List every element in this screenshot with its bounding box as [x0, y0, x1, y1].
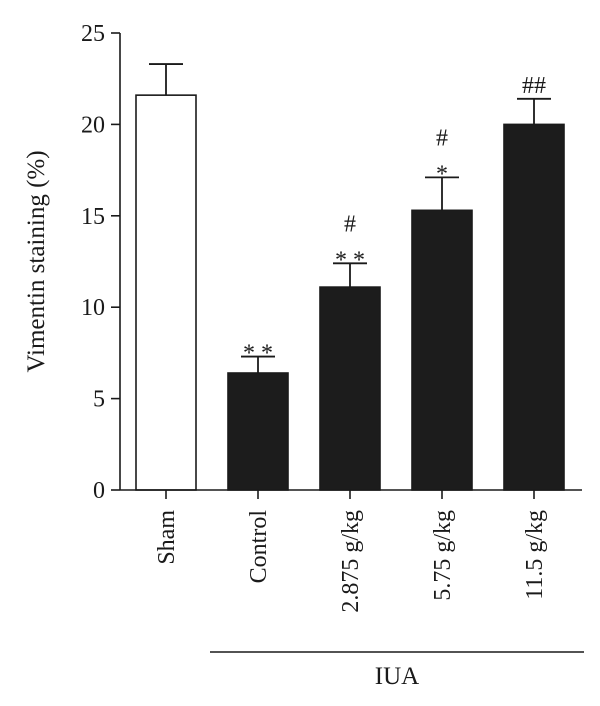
significance-star: * * [243, 341, 273, 367]
y-axis-title: Vimentin staining (%) [23, 150, 50, 372]
significance-star: * * [335, 247, 365, 273]
category-labels-layer: Sham Control 2.875 g/kg 5.75 g/kg 11.5 g/kg [154, 510, 548, 613]
significance-hash: ## [522, 73, 546, 99]
y-tick-label: 0 [93, 478, 105, 504]
group-label: IUA [375, 663, 419, 690]
significance-hash: # [344, 211, 356, 237]
category-label: Sham [154, 510, 180, 565]
significance-layer: * ** *#*### [243, 73, 546, 367]
y-tick-label: 20 [81, 112, 105, 138]
error-bars-layer [149, 63, 551, 374]
y-tick-label: 5 [93, 387, 105, 413]
bars-layer [135, 94, 565, 491]
bar-2 [319, 286, 381, 491]
x-ticks-layer [165, 490, 535, 499]
y-tick-label: 25 [81, 21, 105, 47]
y-tick-label: 10 [81, 295, 105, 321]
bar-0 [135, 94, 197, 491]
bar-3 [411, 209, 473, 491]
y-ticks-layer: 0 5 10 15 20 25 [81, 21, 120, 504]
significance-star: * [436, 161, 448, 187]
bar-4 [503, 123, 565, 491]
category-label: 11.5 g/kg [522, 510, 548, 600]
bar-1 [227, 372, 289, 491]
y-tick-label: 15 [81, 204, 105, 230]
category-label: Control [246, 510, 272, 584]
significance-hash: # [436, 125, 448, 151]
category-label: 2.875 g/kg [338, 510, 364, 613]
category-label: 5.75 g/kg [430, 510, 456, 601]
